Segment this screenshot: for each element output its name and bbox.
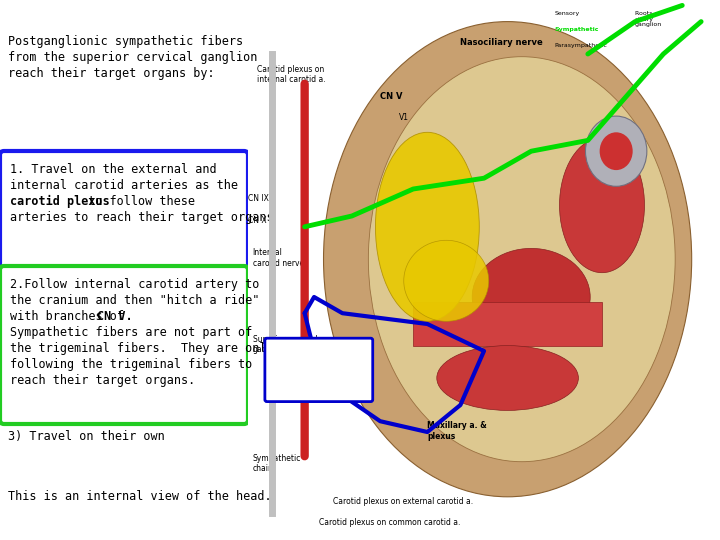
Text: CN V: CN V bbox=[380, 92, 402, 101]
Text: from the superior cervical ganglion: from the superior cervical ganglion bbox=[8, 51, 257, 64]
Bar bbox=[413, 302, 602, 346]
Text: CN X: CN X bbox=[248, 216, 266, 225]
Text: the cranium and then "hitch a ride": the cranium and then "hitch a ride" bbox=[10, 294, 259, 307]
Text: the trigeminal fibers.  They are only: the trigeminal fibers. They are only bbox=[10, 342, 274, 355]
Text: Sensory: Sensory bbox=[555, 11, 580, 16]
Ellipse shape bbox=[369, 57, 675, 462]
Text: This is an internal view of the head.: This is an internal view of the head. bbox=[8, 490, 271, 503]
Ellipse shape bbox=[600, 132, 633, 170]
Ellipse shape bbox=[323, 22, 692, 497]
Text: reach their target organs.: reach their target organs. bbox=[10, 374, 195, 387]
Ellipse shape bbox=[404, 240, 489, 321]
Text: Roots of
ciliary
ganglion: Roots of ciliary ganglion bbox=[635, 11, 662, 28]
FancyBboxPatch shape bbox=[0, 266, 248, 424]
Text: CN IX: CN IX bbox=[248, 194, 269, 204]
Text: Sympathetic: Sympathetic bbox=[555, 27, 599, 32]
Text: Carotid plexus
on internal
carotid artery: Carotid plexus on internal carotid arter… bbox=[276, 346, 326, 366]
Text: Carotid plexus on common carotid a.: Carotid plexus on common carotid a. bbox=[319, 518, 460, 528]
Text: Postganglionic sympathetic fibers: Postganglionic sympathetic fibers bbox=[8, 35, 243, 48]
Ellipse shape bbox=[375, 132, 480, 321]
Text: Parasympathetic: Parasympathetic bbox=[555, 43, 608, 48]
Ellipse shape bbox=[585, 116, 647, 186]
Text: Carotid plexus on
internal carotid a.: Carotid plexus on internal carotid a. bbox=[258, 65, 326, 84]
Text: 2.Follow internal carotid artery to: 2.Follow internal carotid artery to bbox=[10, 278, 259, 291]
Ellipse shape bbox=[472, 248, 590, 346]
Text: Carotid plexus on external carotid a.: Carotid plexus on external carotid a. bbox=[333, 497, 473, 506]
Text: to follow these: to follow these bbox=[81, 195, 195, 208]
Text: Maxillary a. &
plexus: Maxillary a. & plexus bbox=[428, 421, 487, 441]
Text: following the trigeminal fibers to: following the trigeminal fibers to bbox=[10, 358, 252, 371]
Text: reach their target organs by:: reach their target organs by: bbox=[8, 67, 215, 80]
Text: Internal
carotid nerve: Internal carotid nerve bbox=[253, 248, 304, 268]
Text: carotid plexus: carotid plexus bbox=[10, 195, 109, 208]
Text: with branches of: with branches of bbox=[10, 310, 131, 323]
Text: Sympathetic
chain: Sympathetic chain bbox=[253, 454, 301, 473]
Text: V1: V1 bbox=[399, 113, 409, 123]
Text: Superior cervical
ganglion: Superior cervical ganglion bbox=[253, 335, 318, 354]
Text: internal carotid arteries as the: internal carotid arteries as the bbox=[10, 179, 238, 192]
FancyBboxPatch shape bbox=[265, 338, 373, 402]
Ellipse shape bbox=[437, 346, 578, 410]
Text: Sympathetic fibers are not part of: Sympathetic fibers are not part of bbox=[10, 326, 252, 339]
Ellipse shape bbox=[559, 138, 644, 273]
Text: CN V.: CN V. bbox=[96, 310, 132, 323]
Text: 3) Travel on their own: 3) Travel on their own bbox=[8, 430, 165, 443]
Text: arteries to reach their target organs: arteries to reach their target organs bbox=[10, 211, 274, 224]
Text: 1. Travel on the external and: 1. Travel on the external and bbox=[10, 163, 217, 176]
Text: Nasociliary nerve: Nasociliary nerve bbox=[460, 38, 543, 47]
FancyBboxPatch shape bbox=[0, 151, 248, 269]
